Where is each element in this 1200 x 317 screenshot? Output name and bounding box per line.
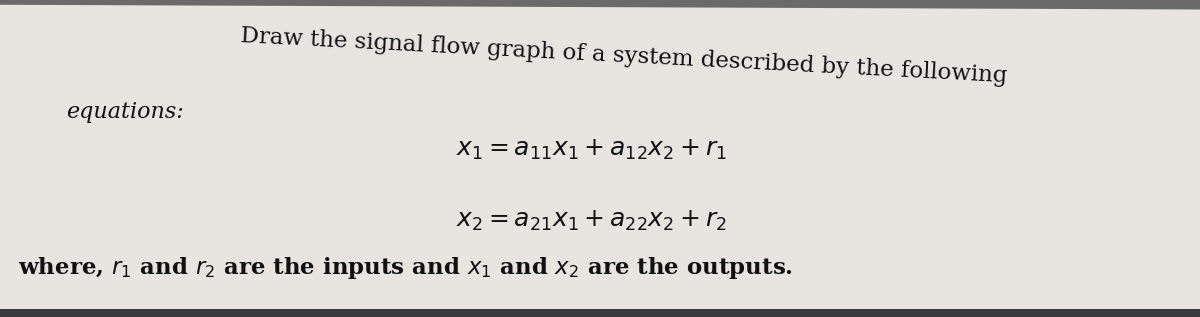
Text: $x_2 = a_{21}x_1 + a_{22}x_2 + r_2$: $x_2 = a_{21}x_1 + a_{22}x_2 + r_2$ xyxy=(456,209,727,233)
Bar xyxy=(0,309,1200,317)
Text: $x_1 = a_{11}x_1 + a_{12}x_2 + r_1$: $x_1 = a_{11}x_1 + a_{12}x_2 + r_1$ xyxy=(456,138,727,162)
Text: Draw the signal flow graph of a system described by the following: Draw the signal flow graph of a system d… xyxy=(240,25,1008,87)
Text: where, $r_1$ and $r_2$ are the inputs and $x_1$ and $x_2$ are the outputs.: where, $r_1$ and $r_2$ are the inputs an… xyxy=(18,255,793,281)
Text: equations:: equations: xyxy=(66,101,184,123)
Polygon shape xyxy=(0,0,1200,10)
